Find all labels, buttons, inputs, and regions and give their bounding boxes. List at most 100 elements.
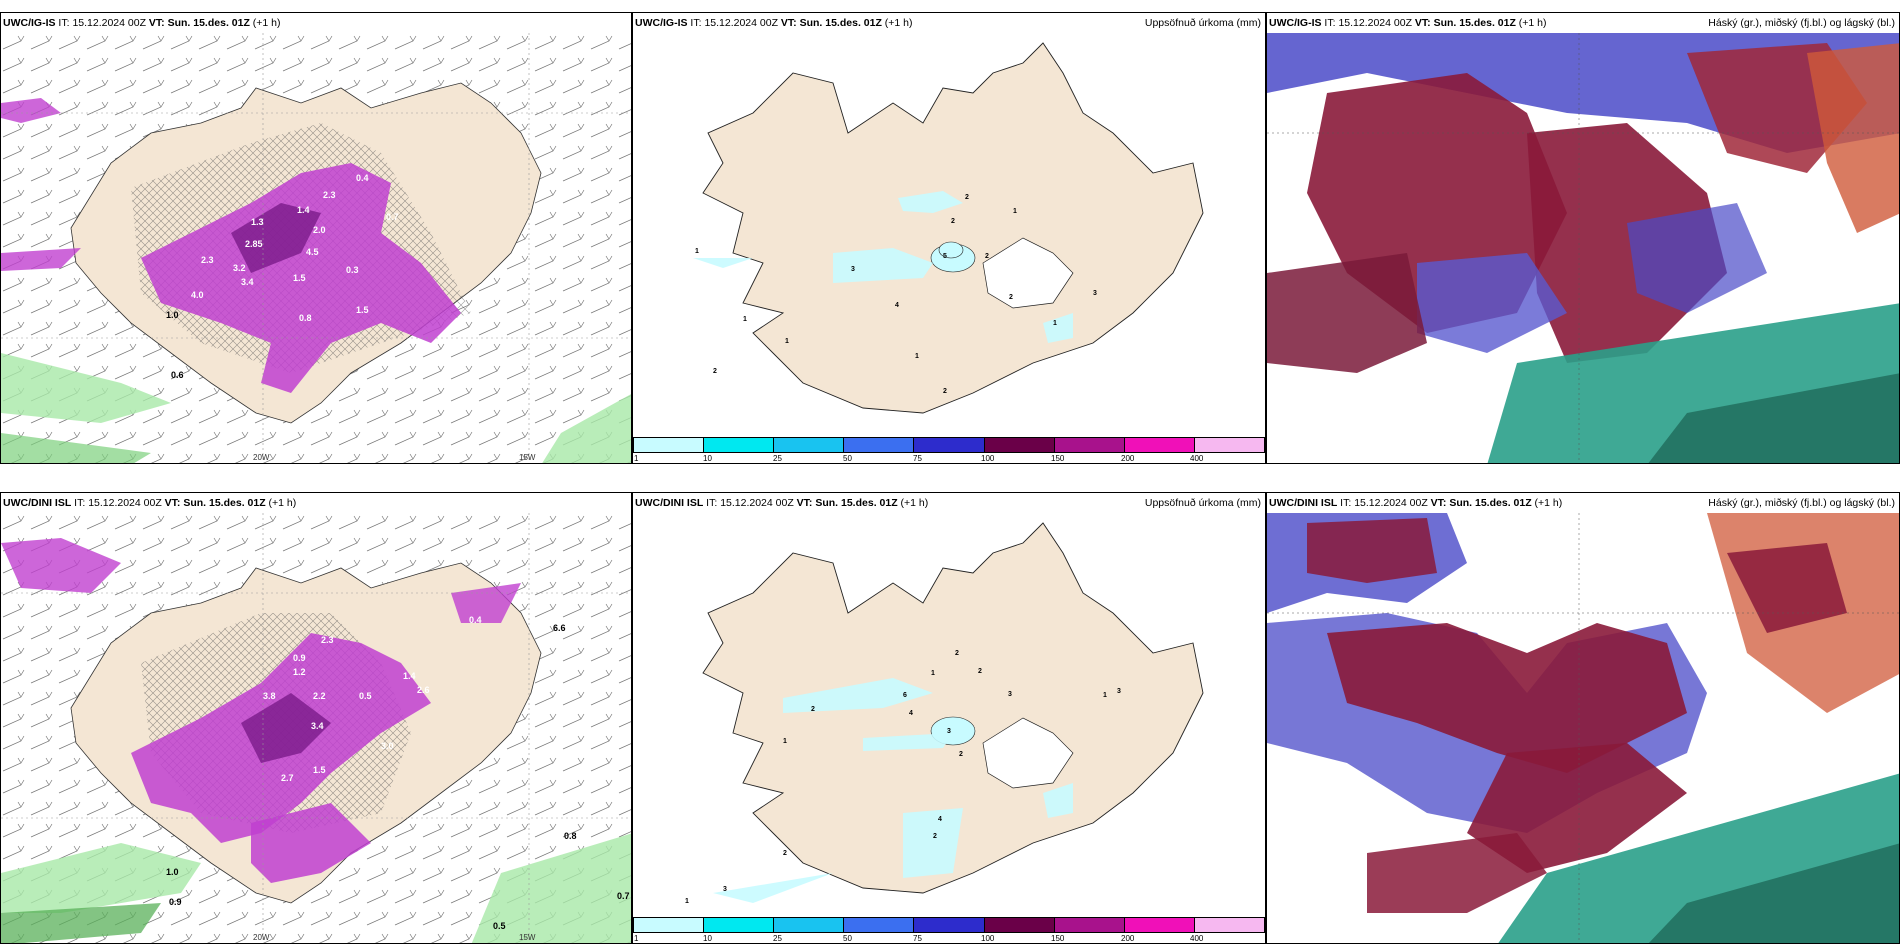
- colorbar-tick: 1: [634, 934, 639, 943]
- field-title: Háský (gr.), miðský (fj.bl.) og lágský (…: [1708, 17, 1895, 29]
- colorbar-tick: 75: [913, 454, 922, 463]
- vt-label: VT: Sun. 15.des. 01Z: [1430, 497, 1532, 509]
- panel-bottom-left: 2.3 0.9 1.2 2.2 3.8 3.4 0.5 3.0 2.7 1.5 …: [0, 492, 632, 944]
- precip-value: 0.7: [617, 891, 630, 901]
- colorbar-swatch: [844, 438, 915, 452]
- contour-label: 3: [851, 266, 855, 273]
- colorbar-swatch: [1124, 438, 1195, 452]
- colorbar-tick: 1: [634, 454, 639, 463]
- precip-value: 2.3: [201, 255, 214, 265]
- model-name: UWC/IG-IS: [635, 17, 688, 29]
- lead-time: (+1 h): [900, 497, 929, 509]
- contour-label: 1: [915, 353, 919, 360]
- contour-label: 3: [947, 728, 951, 735]
- contour-label: 1: [1103, 692, 1107, 699]
- colorbar-swatches: [633, 917, 1265, 933]
- colorbar-tick: 200: [1121, 454, 1135, 463]
- panel-bottom-middle: 2 1 2 3 6 4 3 2 1 3 2 1 2 3 1 4 2 UWC/DI…: [632, 492, 1266, 944]
- model-name: UWC/DINI ISL: [635, 497, 704, 509]
- precip-value: 0.7: [386, 212, 399, 222]
- contour-label: 2: [955, 650, 959, 657]
- contour-label: 1: [685, 898, 689, 905]
- colorbar-swatch: [774, 438, 845, 452]
- it-value: 15.12.2024 00Z: [1338, 17, 1412, 29]
- precip-value: 1.5: [313, 765, 326, 775]
- colorbar-swatch: [704, 438, 775, 452]
- precip-value: 1.2: [293, 667, 306, 677]
- colorbar-swatch: [1124, 918, 1195, 932]
- vt-label: VT: Sun. 15.des. 01Z: [164, 497, 266, 509]
- precip-value: 2.85: [245, 239, 263, 249]
- precip-value: 0.3: [346, 265, 359, 275]
- vt-label: VT: Sun. 15.des. 01Z: [1414, 17, 1516, 29]
- precip-value: 0.4: [356, 173, 369, 183]
- panel-top-right: UWC/IG-IS IT: 15.12.2024 00Z VT: Sun. 15…: [1266, 12, 1900, 464]
- contour-label: 2: [713, 368, 717, 375]
- colorbar-swatch: [774, 918, 845, 932]
- precip-value: 0.9: [293, 653, 306, 663]
- precip-value: 4.5: [306, 247, 319, 257]
- precip-value: 6.6: [553, 623, 566, 633]
- it-label: IT:: [58, 17, 70, 29]
- precip-value: 3.8: [263, 691, 276, 701]
- precip-accum-map: 1 2 2 1 5 3 4 2 2 3 1 1 1 2 1 2 1: [633, 13, 1265, 463]
- colorbar-tick: 50: [843, 934, 852, 943]
- precip-value: 1.4: [297, 205, 310, 215]
- model-name: UWC/IG-IS: [3, 17, 56, 29]
- panel-header: UWC/DINI ISL IT: 15.12.2024 00Z VT: Sun.…: [1, 493, 631, 513]
- precip-value: 3.2: [233, 263, 246, 273]
- contour-label: 3: [1093, 290, 1097, 297]
- lead-time: (+1 h): [268, 497, 297, 509]
- precip-value: 1.0: [166, 310, 179, 320]
- lead-time: (+1 h): [252, 17, 281, 29]
- iceland-landmass: [702, 42, 1204, 414]
- precip-value: 2.2: [313, 691, 326, 701]
- colorbar: 1 10 25 50 75 100 150 200 400: [633, 913, 1265, 943]
- precip-value: 0.6: [171, 370, 184, 380]
- precip-value: 2.7: [281, 773, 294, 783]
- lon-label: 20W: [253, 933, 270, 942]
- precip-value: 1.4: [403, 671, 416, 681]
- precip-value: 2.6: [417, 685, 430, 695]
- contour-label: 2: [933, 833, 937, 840]
- contour-label: 1: [695, 248, 699, 255]
- precip-value: 1.3: [251, 217, 264, 227]
- contour-label: 1: [1053, 320, 1057, 327]
- colorbar-tick: 10: [703, 454, 712, 463]
- model-name: UWC/IG-IS: [1269, 17, 1322, 29]
- field-title: Uppsöfnuð úrkoma (mm): [1144, 497, 1261, 509]
- lead-time: (+1 h): [884, 17, 913, 29]
- it-value: 15.12.2024 00Z: [72, 17, 146, 29]
- colorbar-tick: 400: [1190, 934, 1204, 943]
- colorbar-swatch: [844, 918, 915, 932]
- colorbar-tick: 150: [1051, 934, 1065, 943]
- contour-label: 5: [943, 253, 947, 260]
- panel-top-middle: 1 2 2 1 5 3 4 2 2 3 1 1 1 2 1 2 1 UWC/IG…: [632, 12, 1266, 464]
- it-value: 15.12.2024 00Z: [704, 17, 778, 29]
- precip-value: 3.4: [241, 277, 254, 287]
- contour-label: 2: [943, 388, 947, 395]
- lon-label: 20W: [253, 453, 270, 462]
- precip-value: 1.5: [293, 273, 306, 283]
- it-value: 15.12.2024 00Z: [88, 497, 162, 509]
- precip-value: 2.0: [313, 225, 326, 235]
- panel-header: UWC/IG-IS IT: 15.12.2024 00Z VT: Sun. 15…: [1267, 13, 1899, 33]
- precip-value: 1.0: [166, 867, 179, 877]
- contour-label: 2: [965, 194, 969, 201]
- precip-value: 0.4: [469, 615, 482, 625]
- precip-value: 3.4: [311, 721, 324, 731]
- precip-value: 0.8: [299, 313, 312, 323]
- contour-label: 2: [951, 218, 955, 225]
- precip-value: 2.3: [321, 635, 334, 645]
- colorbar-swatch: [1054, 438, 1125, 452]
- precip-value: 2.3: [323, 190, 336, 200]
- contour-label: 4: [909, 710, 913, 717]
- contour-label: 4: [895, 302, 899, 309]
- precip-value: 0.9: [169, 897, 182, 907]
- precip-value: 0.8: [564, 831, 577, 841]
- colorbar-tick: 200: [1121, 934, 1135, 943]
- contour-label: 3: [723, 886, 727, 893]
- lon-label: 15W: [519, 933, 536, 942]
- contour-label: 2: [783, 850, 787, 857]
- precip-value: 3.0: [381, 741, 394, 751]
